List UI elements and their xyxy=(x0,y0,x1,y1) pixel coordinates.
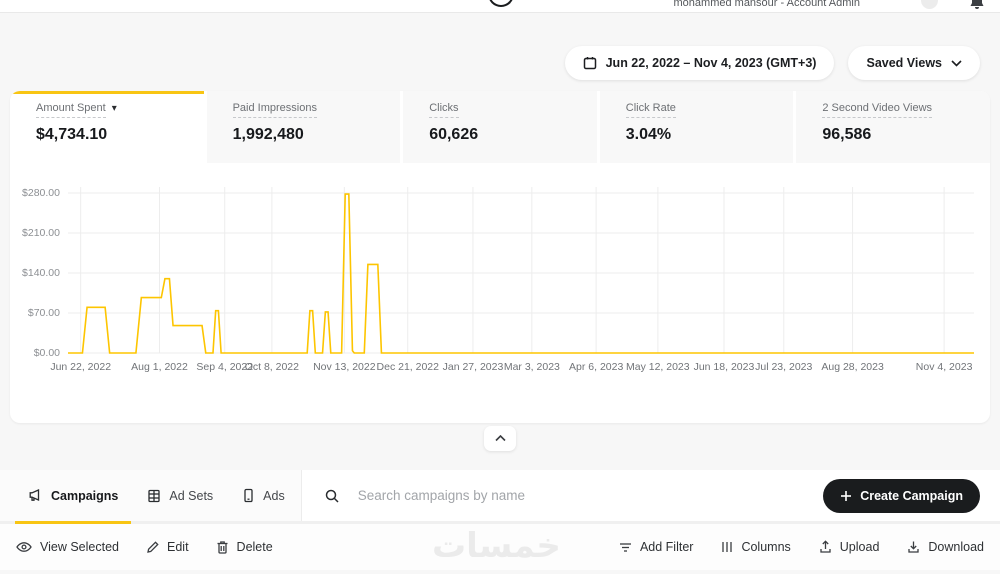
y-axis: $280.00 $210.00 $140.00 $70.00 $0.00 xyxy=(10,187,68,359)
snapchat-ghost-logo xyxy=(488,0,514,7)
tab-label: Ad Sets xyxy=(169,488,214,503)
selection-actions: View Selected Edit Delete xyxy=(16,540,273,554)
spend-line-chart: $280.00 $210.00 $140.00 $70.00 $0.00 xyxy=(10,187,990,359)
plus-icon xyxy=(840,490,852,502)
metric-value: 60,626 xyxy=(429,126,479,143)
tool-label: Columns xyxy=(741,540,791,554)
date-range-button[interactable]: Jun 22, 2022 – Nov 4, 2023 (GMT+3) xyxy=(564,46,835,80)
metric-value: 1,992,480 xyxy=(232,126,304,143)
eye-icon xyxy=(16,541,32,553)
date-range-label: Jun 22, 2022 – Nov 4, 2023 (GMT+3) xyxy=(605,56,817,70)
columns-icon xyxy=(721,541,733,553)
spend-line-svg xyxy=(68,187,974,354)
tab-label: Campaigns xyxy=(51,488,119,503)
tab-campaigns[interactable]: Campaigns xyxy=(15,470,132,524)
create-campaign-button[interactable]: Create Campaign xyxy=(823,478,980,513)
metric-value: 3.04% xyxy=(625,126,672,143)
y-axis-tick-label: $0.00 xyxy=(33,347,60,359)
x-axis: Jun 22, 2022 Aug 1, 2022 Sep 4, 2022 Oct 8,… xyxy=(50,361,974,377)
x-axis-tick-label: Jun 22, 2022 xyxy=(50,361,112,373)
khamsat-watermark: خمسات xyxy=(432,527,561,565)
x-axis-tick-label: Mar 3, 2023 xyxy=(503,361,560,373)
upload-icon xyxy=(819,540,832,554)
columns-button[interactable]: Columns xyxy=(721,540,791,554)
caret-down-icon[interactable]: ▾ xyxy=(111,103,117,114)
view-selected-button[interactable]: View Selected xyxy=(16,540,119,554)
tool-label: View Selected xyxy=(40,540,119,554)
x-axis-tick-label: Dec 21, 2022 xyxy=(376,361,439,373)
search-icon xyxy=(324,488,340,504)
campaign-table-section: Campaigns Ad Sets Ads xyxy=(0,470,1000,570)
create-campaign-label: Create Campaign xyxy=(860,488,963,503)
entity-tabs-group: Campaigns Ad Sets Ads xyxy=(0,470,302,524)
x-axis-tick-label: Apr 6, 2023 xyxy=(569,361,624,373)
table-toolbar: View Selected Edit Delete خمسات xyxy=(0,524,1000,570)
y-axis-tick-label: $70.00 xyxy=(27,307,60,319)
tool-label: Delete xyxy=(236,540,273,554)
grid-icon xyxy=(147,489,161,503)
metric-label: Clicks xyxy=(429,102,459,118)
megaphone-icon xyxy=(28,488,43,503)
metric-label: 2 Second Video Views xyxy=(822,102,933,118)
metric-tabs: Amount Spent ▾ $4,734.10 Paid Impression… xyxy=(10,91,990,163)
x-axis-tick-label: Oct 8, 2022 xyxy=(244,361,299,373)
y-axis-tick-label: $140.00 xyxy=(22,267,60,279)
trash-icon xyxy=(216,540,229,554)
metric-value: $4,734.10 xyxy=(36,126,108,143)
performance-chart-card: Amount Spent ▾ $4,734.10 Paid Impression… xyxy=(10,91,990,423)
table-actions: Add Filter Columns Upload Download xyxy=(619,540,984,554)
search-input[interactable] xyxy=(357,488,810,503)
filter-icon xyxy=(619,542,632,553)
metric-tab-amount-spent[interactable]: Amount Spent ▾ $4,734.10 xyxy=(10,91,204,163)
entity-tabs-row: Campaigns Ad Sets Ads xyxy=(0,470,1000,524)
metric-tab-clicks[interactable]: Clicks 60,626 xyxy=(403,91,597,163)
tool-label: Download xyxy=(928,540,984,554)
chevron-up-icon xyxy=(494,435,506,442)
pencil-icon xyxy=(146,540,159,554)
edit-button[interactable]: Edit xyxy=(146,540,189,554)
x-axis-tick-label: Nov 13, 2022 xyxy=(313,361,376,373)
avatar[interactable] xyxy=(921,0,938,9)
y-axis-tick-label: $210.00 xyxy=(22,227,60,239)
metric-label: Click Rate xyxy=(625,102,676,118)
x-axis-tick-label: Sep 4, 2022 xyxy=(196,361,254,373)
metric-tab-click-rate[interactable]: Click Rate 3.04% xyxy=(599,91,794,163)
tab-label: Ads xyxy=(263,488,285,503)
metric-label: Amount Spent xyxy=(36,102,106,118)
chart-controls-row: Jun 22, 2022 – Nov 4, 2023 (GMT+3) Saved… xyxy=(0,13,1000,80)
tab-ads[interactable]: Ads xyxy=(229,470,298,521)
y-axis-tick-label: $280.00 xyxy=(22,187,60,199)
metric-tab-2-second-video-views[interactable]: 2 Second Video Views 96,586 xyxy=(796,91,990,163)
x-axis-tick-label: May 12, 2023 xyxy=(625,361,690,373)
tool-label: Upload xyxy=(839,540,880,554)
metric-tab-paid-impressions[interactable]: Paid Impressions 1,992,480 xyxy=(206,91,401,163)
account-user-label[interactable]: mohammed mansour - Account Admin xyxy=(673,0,860,9)
top-navigation-bar: mohammed mansour - Account Admin xyxy=(0,0,1000,13)
download-icon xyxy=(907,540,920,554)
x-axis-tick-label: Aug 1, 2022 xyxy=(131,361,188,373)
delete-button[interactable]: Delete xyxy=(216,540,273,554)
tab-ad-sets[interactable]: Ad Sets xyxy=(134,470,226,521)
x-axis-tick-label: Aug 28, 2023 xyxy=(821,361,884,373)
x-axis-tick-label: Nov 4, 2023 xyxy=(915,361,973,373)
collapse-chart-button[interactable] xyxy=(484,426,516,451)
x-axis-tick-label: Jan 27, 2023 xyxy=(442,361,504,373)
upload-button[interactable]: Upload xyxy=(819,540,880,554)
saved-views-label: Saved Views xyxy=(866,56,942,70)
chevron-down-icon xyxy=(951,59,962,67)
x-axis-tick-label: Jun 18, 2023 xyxy=(693,361,755,373)
chart-plot-area xyxy=(68,187,974,359)
x-axis-tick-label: Jul 23, 2023 xyxy=(755,361,813,373)
add-filter-button[interactable]: Add Filter xyxy=(619,540,694,554)
tool-label: Add Filter xyxy=(639,540,694,554)
phone-icon xyxy=(242,488,255,503)
calendar-icon xyxy=(583,56,597,70)
campaign-search xyxy=(301,470,810,521)
notifications-bell-icon[interactable] xyxy=(968,0,986,11)
saved-views-button[interactable]: Saved Views xyxy=(848,46,980,80)
metric-value: 96,586 xyxy=(822,126,872,143)
download-button[interactable]: Download xyxy=(907,540,984,554)
metric-label: Paid Impressions xyxy=(232,102,317,118)
tool-label: Edit xyxy=(167,540,189,554)
